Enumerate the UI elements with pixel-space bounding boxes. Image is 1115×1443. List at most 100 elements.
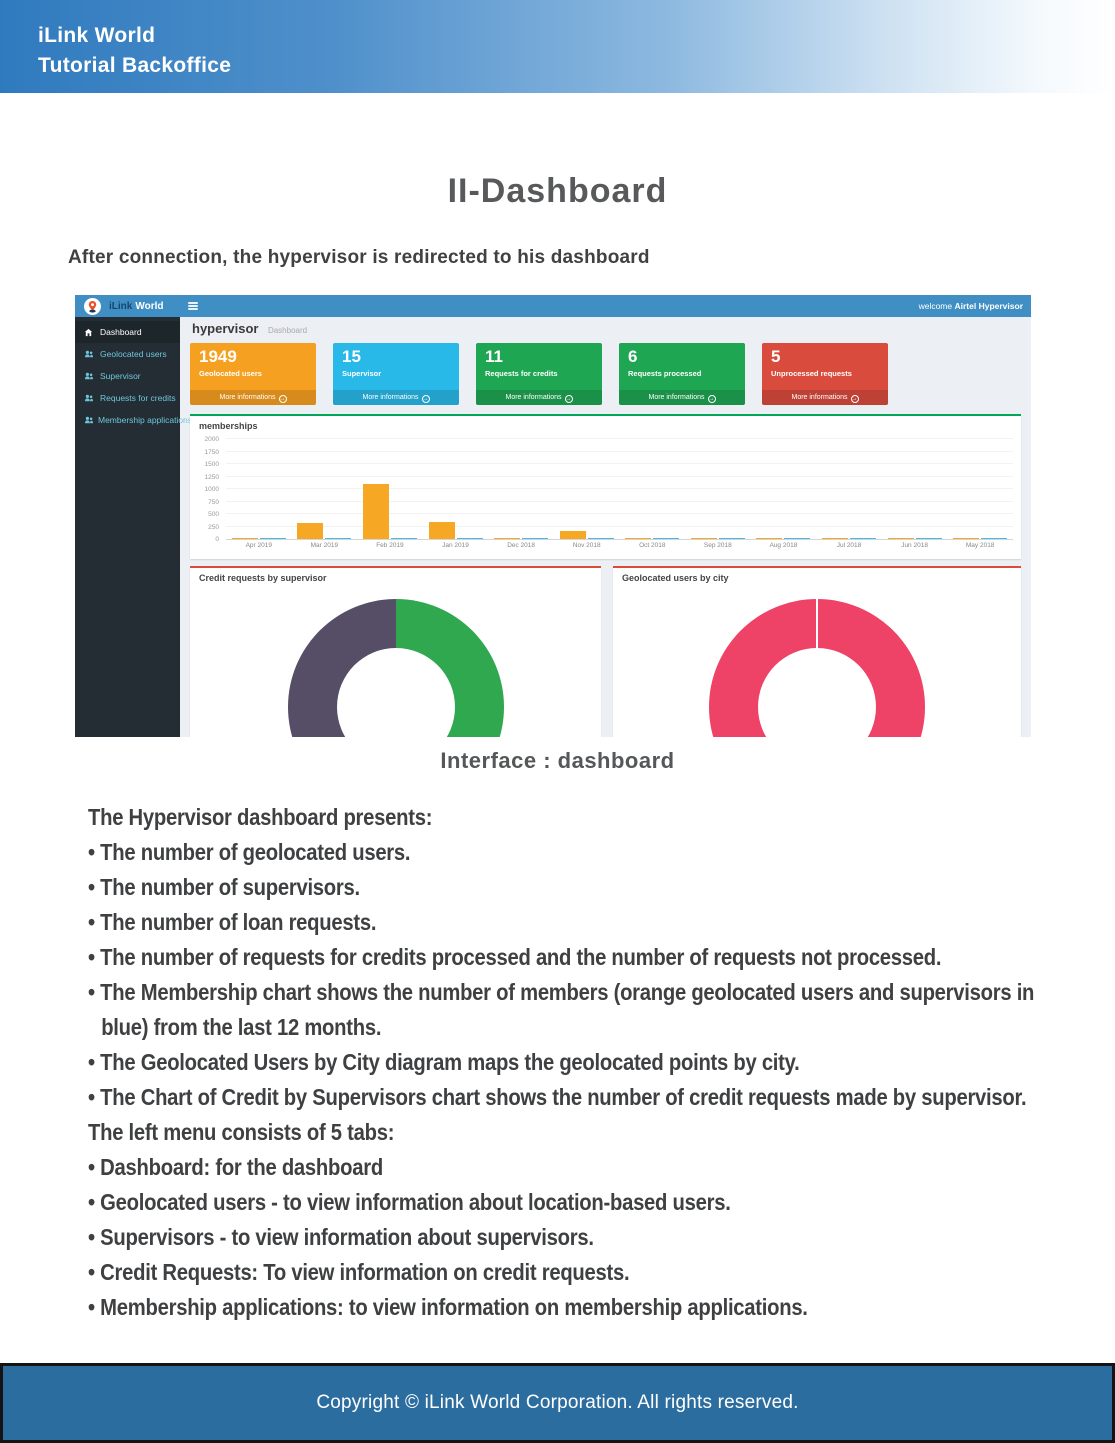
bar-geolocated-users xyxy=(559,531,586,539)
geolocated-city-panel: Geolocated users by city xyxy=(613,566,1021,737)
y-axis: 0 250 500 750 1000 1250 1500 1750 2000 xyxy=(198,436,222,543)
stat-card-label: Requests processed xyxy=(628,369,702,378)
grid-line xyxy=(226,475,1013,477)
dashboard-screenshot: iLink World welcome Airtel Hypervisor Das… xyxy=(75,295,1031,737)
bar-geolocated-users xyxy=(887,537,914,539)
stat-card-value: 15 xyxy=(342,347,361,366)
content-heading-breadcrumb: Dashboard xyxy=(267,326,308,335)
arrow-circle-icon: → xyxy=(707,395,716,403)
month-slot-mar-2019: Mar 2019 xyxy=(292,440,358,549)
y-tick-label: 1250 xyxy=(204,473,219,481)
body-line: • The Membership chart shows the number … xyxy=(88,979,1035,1040)
content-heading: hypervisor Dashboard xyxy=(192,320,307,338)
sidebar-item-dashboard[interactable]: Dashboard xyxy=(75,321,180,343)
x-tick-label: Nov 2018 xyxy=(572,542,601,549)
bar-geolocated-users xyxy=(953,537,980,539)
bar-supervisors xyxy=(981,537,1008,539)
stat-card-label: Requests for credits xyxy=(485,369,558,378)
arrow-circle-icon: → xyxy=(421,395,430,403)
body-line: • Supervisors - to view information abou… xyxy=(88,1224,594,1250)
users-icon xyxy=(84,394,96,402)
y-tick-label: 1500 xyxy=(204,461,219,468)
y-tick-label: 1000 xyxy=(204,486,219,493)
x-tick-label: Jun 2018 xyxy=(901,542,928,549)
sidebar-item-label: Geolocated users xyxy=(100,349,167,359)
body-line: The left menu consists of 5 tabs: xyxy=(88,1119,395,1145)
more-informations-link[interactable]: More informations → xyxy=(476,390,602,405)
x-tick-label: Apr 2019 xyxy=(245,542,272,549)
x-tick-label: Sep 2018 xyxy=(703,542,732,549)
x-tick-label: May 2018 xyxy=(965,542,995,549)
more-informations-link[interactable]: More informations → xyxy=(762,390,888,405)
bar-supervisors xyxy=(456,537,483,539)
y-tick-label: 250 xyxy=(208,523,219,531)
bar-supervisors xyxy=(915,537,942,539)
month-slot-feb-2019: Feb 2019 xyxy=(357,440,423,549)
more-informations-link[interactable]: More informations → xyxy=(333,390,459,405)
donut-divider xyxy=(816,599,818,649)
screenshot-caption: Interface : dashboard xyxy=(440,748,675,773)
bar-geolocated-users xyxy=(756,537,783,539)
grid-line xyxy=(226,525,1013,527)
bar-geolocated-users xyxy=(690,537,717,539)
stat-card-requests-processed: 6 Requests processed More informations → xyxy=(619,343,745,405)
bar-slots: Apr 2019 Mar 2019 Feb 2019 Jan 2019 Dec 2018… xyxy=(226,440,1013,549)
sidebar-item-supervisor[interactable]: Supervisor xyxy=(75,365,180,387)
memberships-bar-chart: 0 250 500 750 1000 1250 1500 1750 2000 Apr 2019 M… xyxy=(198,436,1013,549)
dashboard-topbar: iLink World welcome Airtel Hypervisor xyxy=(75,295,1031,317)
body-line: The Hypervisor dashboard presents: xyxy=(88,804,433,830)
sidebar-item-label: Supervisor xyxy=(100,371,141,381)
page-title: II-Dashboard xyxy=(447,172,668,210)
sidebar-item-geolocated-users[interactable]: Geolocated users xyxy=(75,343,180,365)
stat-card-label: Geolocated users xyxy=(199,369,262,378)
body-line: • Geolocated users - to view information… xyxy=(88,1189,731,1215)
y-tick-label: 1750 xyxy=(204,448,219,456)
bar-geolocated-users xyxy=(821,537,848,539)
bar-supervisors xyxy=(522,537,549,539)
stat-cards-row: 1949 Geolocated users More informations → 15… xyxy=(190,343,888,405)
arrow-circle-icon: → xyxy=(278,395,287,403)
stat-card-value: 11 xyxy=(485,347,503,366)
geolocated-city-donut-chart xyxy=(709,599,925,737)
grid-line xyxy=(226,450,1013,452)
hamburger-menu-icon[interactable] xyxy=(188,302,198,310)
month-slot-nov-2018: Nov 2018 xyxy=(554,440,620,549)
month-slot-dec-2018: Dec 2018 xyxy=(488,440,554,549)
x-tick-label: Mar 2019 xyxy=(310,542,339,549)
bar-geolocated-users xyxy=(428,521,455,539)
stat-card-value: 1949 xyxy=(199,347,237,366)
y-tick-label: 750 xyxy=(208,498,219,506)
credit-requests-donut-chart xyxy=(287,599,504,737)
x-tick-label: Dec 2018 xyxy=(507,542,536,549)
month-slot-apr-2019: Apr 2019 xyxy=(226,440,292,549)
stat-card-requests-for-credits: 11 Requests for credits More informations → xyxy=(476,343,602,405)
arrow-circle-icon: → xyxy=(564,395,573,403)
page-header-banner: iLink World Tutorial Backoffice xyxy=(0,0,1115,93)
x-tick-label: Oct 2018 xyxy=(639,542,666,549)
month-slot-aug-2018: Aug 2018 xyxy=(751,440,817,549)
month-slot-jan-2019: Jan 2019 xyxy=(423,440,489,549)
arrow-circle-icon: → xyxy=(850,395,859,403)
sidebar-item-requests-for-credits[interactable]: Requests for credits xyxy=(75,387,180,409)
brand-logo-icon xyxy=(84,297,101,315)
more-informations-link[interactable]: More informations → xyxy=(619,390,745,405)
month-slot-oct-2018: Oct 2018 xyxy=(619,440,685,549)
bar-supervisors xyxy=(653,537,680,539)
month-slot-jun-2018: Jun 2018 xyxy=(882,440,948,549)
grid-line xyxy=(226,438,1013,439)
body-text: The Hypervisor dashboard presents: • The … xyxy=(88,800,1078,1325)
y-tick-label: 0 xyxy=(215,536,219,543)
more-informations-link[interactable]: More informations → xyxy=(190,390,316,405)
bar-geolocated-users xyxy=(231,537,258,539)
sidebar-item-membership-applications[interactable]: Membership applications xyxy=(75,409,192,431)
stat-card-label: Supervisor xyxy=(342,369,382,378)
body-line: • The Chart of Credit by Supervisors cha… xyxy=(88,1084,1027,1110)
credit-requests-panel: Credit requests by supervisor xyxy=(190,566,601,737)
sidebar-item-label: Membership applications xyxy=(98,415,193,425)
welcome-text: welcome Airtel Hypervisor xyxy=(918,301,1023,311)
y-tick-label: 2000 xyxy=(204,436,219,443)
geolocated-city-panel-title: Geolocated users by city xyxy=(622,573,729,583)
bar-supervisors xyxy=(718,537,745,539)
page-footer: Copyright © iLink World Corporation. All… xyxy=(0,1363,1115,1443)
